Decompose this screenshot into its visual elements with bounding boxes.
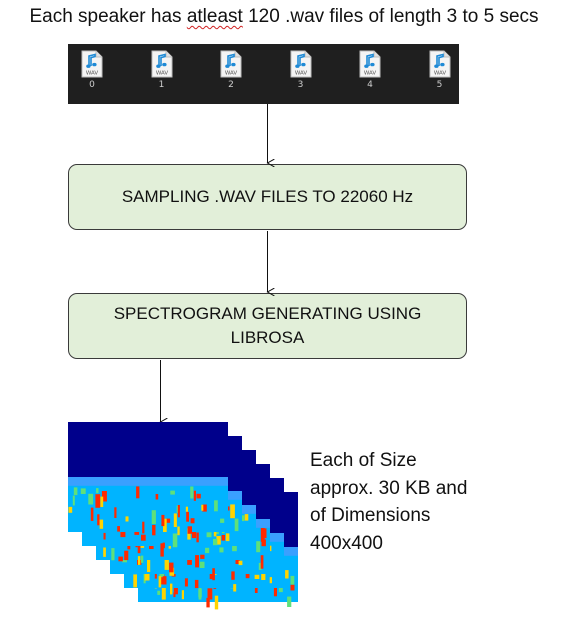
- svg-text:WAV: WAV: [86, 71, 99, 77]
- wav-file-item[interactable]: WAV 0: [77, 50, 107, 90]
- wav-file-number: 1: [158, 80, 165, 90]
- wav-file-icon: WAV: [81, 50, 103, 78]
- wav-file-icon: WAV: [429, 50, 450, 78]
- svg-text:WAV: WAV: [294, 71, 307, 77]
- wav-file-item[interactable]: WAV 1: [147, 50, 177, 90]
- wav-file-number: 0: [89, 80, 95, 90]
- wav-file-number: 3: [297, 80, 304, 90]
- output-note-line-1: Each of Size: [310, 450, 417, 471]
- wav-file-item[interactable]: WAV 4: [355, 50, 385, 90]
- spectrogram-step-box: SPECTROGRAM GENERATING USING LIBROSA: [68, 293, 467, 359]
- page-title: Each speaker has atleast 120 .wav files …: [0, 6, 568, 28]
- spectrogram-card: [68, 422, 228, 540]
- output-size-note: Each of Size approx. 30 KB and of Dimens…: [310, 447, 510, 557]
- svg-text:WAV: WAV: [155, 71, 168, 77]
- wav-file-number: 4: [367, 80, 373, 90]
- spectrogram-stack: [68, 422, 298, 610]
- wav-file-item[interactable]: WAV 5: [425, 50, 455, 90]
- title-suffix: 120 .wav files of length 3 to 5 secs: [242, 6, 539, 27]
- wav-file-icon: WAV: [359, 50, 381, 78]
- output-note-line-4: 400x400: [310, 532, 383, 554]
- svg-text:WAV: WAV: [364, 71, 377, 77]
- title-flagged-word: atleast: [186, 6, 243, 27]
- svg-text:WAV: WAV: [433, 71, 446, 77]
- svg-text:WAV: WAV: [225, 71, 238, 77]
- wav-file-item[interactable]: WAV 2: [216, 50, 246, 90]
- spectrogram-step-label: SPECTROGRAM GENERATING USING LIBROSA: [113, 304, 422, 347]
- wav-file-strip: WAV 0 WAV 1 WAV 2 WAV 3 WAV 4 WAV 5: [68, 44, 459, 104]
- sampling-step-box: SAMPLING .WAV FILES TO 22060 Hz: [68, 164, 467, 230]
- wav-file-icon: WAV: [151, 50, 172, 78]
- output-note-line-2: approx. 30 KB and: [310, 477, 468, 499]
- title-prefix: Each speaker has: [29, 6, 187, 27]
- output-note-line-3: of Dimensions: [310, 505, 431, 526]
- sampling-step-label: SAMPLING .WAV FILES TO 22060 Hz: [121, 187, 414, 206]
- wav-file-number: 2: [228, 80, 234, 90]
- wav-file-item[interactable]: WAV 3: [286, 50, 316, 90]
- wav-file-icon: WAV: [220, 50, 242, 78]
- wav-file-icon: WAV: [290, 50, 311, 78]
- wav-file-number: 5: [436, 80, 443, 90]
